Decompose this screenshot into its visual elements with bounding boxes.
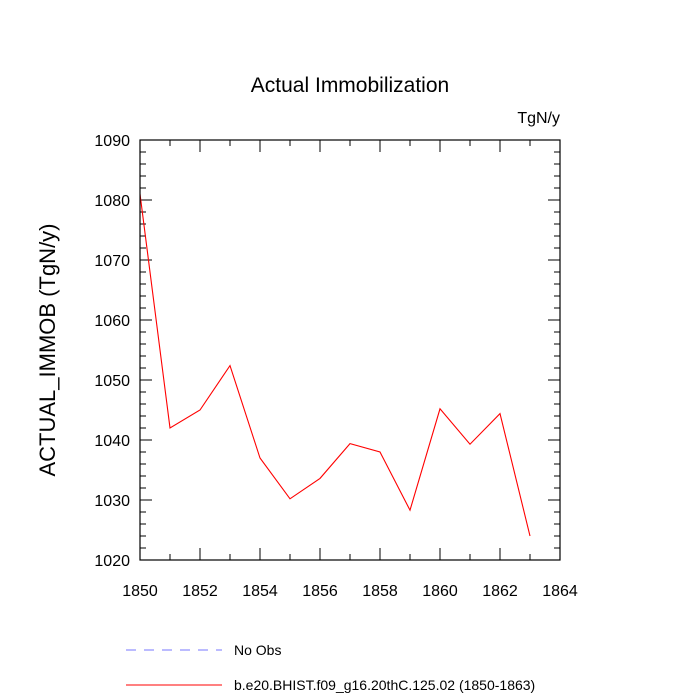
x-tick-label: 1858 [362, 583, 398, 600]
x-tick-label: 1860 [422, 583, 458, 600]
y-tick-label: 1040 [94, 433, 130, 450]
x-tick-label: 1854 [242, 583, 278, 600]
units-label: TgN/y [517, 110, 560, 127]
y-tick-label: 1080 [94, 193, 130, 210]
series-lines [139, 193, 531, 537]
y-tick-label: 1050 [94, 373, 130, 390]
series-line [139, 193, 531, 537]
x-tick-label: 1856 [302, 583, 338, 600]
chart-title: Actual Immobilization [251, 74, 449, 97]
legend-label: b.e20.BHIST.f09_g16.20thC.125.02 (1850-1… [234, 677, 535, 693]
plot-frame [139, 139, 561, 561]
legend-label: No Obs [234, 642, 281, 658]
x-tick-label: 1864 [542, 583, 578, 600]
axis-ticks: 1850 1852 1854 1856 1858 1860 1862 1864 1020 1030… [94, 133, 577, 600]
y-axis-label: ACTUAL_IMMOB (TgN/y) [35, 223, 60, 476]
y-tick-label: 1070 [94, 253, 130, 270]
x-tick-label: 1850 [122, 583, 158, 600]
legend: No Obs b.e20.BHIST.f09_g16.20thC.125.02 (… [126, 642, 535, 693]
x-tick-label: 1862 [482, 583, 518, 600]
y-tick-label: 1030 [94, 493, 130, 510]
x-tick-label: 1852 [182, 583, 218, 600]
y-tick-label: 1060 [94, 313, 130, 330]
y-tick-label: 1090 [94, 133, 130, 150]
y-tick-label: 1020 [94, 553, 130, 570]
